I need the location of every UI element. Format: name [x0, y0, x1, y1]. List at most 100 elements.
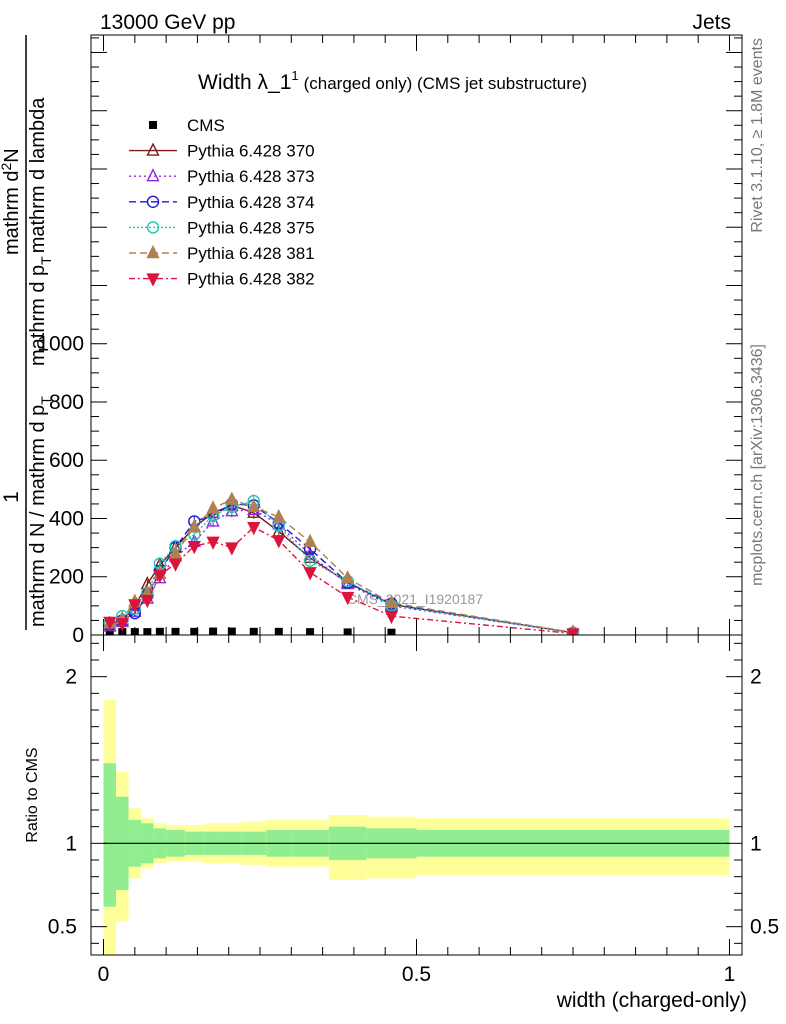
data-point	[105, 628, 114, 635]
ylabel-factor-den-sub: T	[38, 256, 54, 265]
data-point	[249, 627, 258, 635]
rivet-label: Rivet 3.1.10, ≥ 1.8M events	[749, 38, 766, 233]
xlabel: width (charged-only)	[556, 989, 747, 1012]
data-point	[187, 519, 201, 533]
data-point	[341, 591, 355, 606]
data-point	[272, 508, 286, 523]
main-plot-area	[103, 491, 580, 635]
data-point	[341, 570, 355, 584]
data-point	[146, 142, 160, 156]
data-point	[247, 522, 261, 536]
ylabel-factor-den-tail: mathrm d lambda	[27, 97, 49, 253]
chart-title: Width λ_11 (charged only) (CMS jet substr…	[198, 68, 587, 94]
data-point	[306, 628, 315, 635]
data-point	[149, 121, 157, 129]
data-point	[146, 244, 160, 259]
ratio-ytick-label-right: 2	[750, 666, 762, 689]
ratio-ytick-label-right: 0.5	[750, 916, 779, 939]
data-point	[118, 628, 127, 635]
data-point	[115, 618, 129, 632]
ratio-ytick-label-right: 1	[750, 832, 762, 855]
ylabel-factor-den: mathrm d p	[27, 265, 49, 366]
ratio-ytick-label: 1	[65, 832, 77, 855]
ytick-label: 200	[49, 566, 84, 589]
main-ylabel: 1 mathrm d N / mathrm d pT mathrm d2N ma…	[0, 35, 54, 630]
legend-item: Pythia 6.428 375	[129, 218, 315, 237]
data-point	[343, 628, 352, 635]
legend-item: Pythia 6.428 381	[129, 244, 315, 263]
data-point	[146, 195, 160, 209]
chart-title-sup: 1	[291, 68, 298, 83]
data-point	[227, 627, 236, 635]
ratio-frame	[90, 634, 743, 956]
data-point	[187, 540, 201, 555]
main-panel: 0 200 400 600 800 1000 CMS_2021_I1920187 Widt…	[0, 34, 743, 647]
ratio-ytick-label: 2	[65, 666, 77, 689]
data-point	[206, 500, 220, 514]
xtick-labels: 0 0.5 1	[98, 963, 736, 986]
chart-title-main: Width λ_1	[198, 71, 291, 94]
ytick-label: 400	[49, 507, 84, 530]
ylabel-denominator-sub: T	[38, 396, 54, 405]
legend-label: Pythia 6.428 381	[187, 244, 315, 263]
band-layer	[103, 700, 730, 955]
legend-label: Pythia 6.428 382	[187, 270, 315, 289]
legend-item: Pythia 6.428 382	[129, 270, 315, 289]
data-point	[146, 168, 160, 182]
data-point	[103, 616, 117, 630]
ratio-ytick-labels: 0.5 0.5 1 1 2 2	[48, 666, 779, 939]
series-line	[109, 503, 574, 634]
series-layer	[103, 491, 580, 635]
legend-item: Pythia 6.428 373	[129, 167, 315, 186]
series-line	[109, 504, 574, 634]
data-point	[143, 628, 152, 635]
ylabel-numerator: 1	[0, 491, 23, 503]
data-point	[384, 594, 399, 609]
xtick-label: 1	[724, 963, 736, 986]
main-ytick-labels: 0 200 400 600 800 1000	[37, 333, 84, 647]
data-point	[128, 599, 142, 613]
ylabel-factor: mathrm d	[1, 171, 23, 255]
data-point	[225, 542, 239, 556]
ylabel-factor-denominator: mathrm d pTmathrm d lambda	[27, 97, 54, 366]
legend-label: CMS	[187, 116, 225, 135]
ytick-label: 0	[72, 624, 84, 647]
data-point	[190, 627, 199, 635]
data-point	[155, 627, 164, 635]
ytick-label: 800	[49, 391, 84, 414]
ratio-ytick-label: 0.5	[48, 916, 77, 939]
ratio-panel: 0.5 0.51 12 2 0 0.5 1 Ratio to CMS width (cha…	[24, 634, 779, 1012]
data-point	[303, 533, 317, 547]
legend-label: Pythia 6.428 370	[187, 142, 315, 161]
ylabel-factor-tail: N	[1, 148, 23, 162]
data-point	[146, 273, 160, 287]
header-right: Jets	[692, 11, 731, 34]
ratio-plot-area	[103, 700, 730, 955]
ylabel-denominator-text: mathrm d N / mathrm d p	[27, 405, 49, 627]
data-point	[225, 503, 239, 517]
ytick-label: 1000	[37, 333, 84, 356]
xtick-label: 0	[98, 963, 110, 986]
series-line	[109, 498, 574, 634]
ylabel-factor-numerator: mathrm d2N	[0, 148, 23, 255]
legend-item: CMS	[149, 116, 225, 135]
legend-label: Pythia 6.428 373	[187, 167, 315, 186]
data-point	[146, 221, 160, 234]
data-point	[130, 628, 139, 635]
data-point	[168, 545, 183, 559]
data-point	[247, 498, 261, 513]
data-point	[140, 594, 154, 609]
ratio-ylabel: Ratio to CMS	[24, 747, 41, 842]
ratio-axis-ticks	[91, 635, 742, 955]
chart-title-rest: (charged only) (CMS jet substructure)	[304, 74, 587, 93]
data-point	[209, 627, 218, 635]
ratio-band-inner	[103, 763, 117, 907]
data-point	[384, 610, 399, 625]
legend-item: Pythia 6.428 374	[129, 193, 315, 212]
xtick-label: 0.5	[402, 963, 431, 986]
series-line	[109, 500, 574, 634]
data-point	[303, 554, 317, 567]
data-point	[171, 627, 180, 635]
ylabel-denominator: mathrm d N / mathrm d pT	[27, 396, 54, 627]
